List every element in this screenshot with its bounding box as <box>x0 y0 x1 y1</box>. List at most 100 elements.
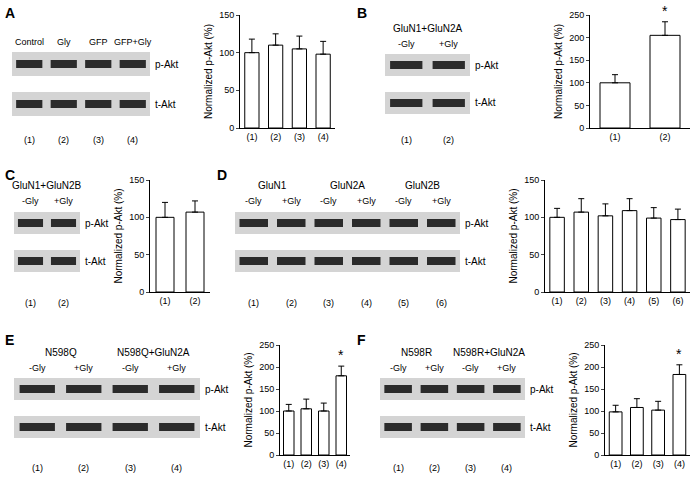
svg-text:B: B <box>357 5 367 21</box>
svg-text:Gly: Gly <box>57 37 71 47</box>
svg-text:100: 100 <box>129 212 144 222</box>
svg-text:150: 150 <box>259 384 274 394</box>
svg-text:(1): (1) <box>610 459 621 469</box>
svg-text:+Gly: +Gly <box>357 196 376 206</box>
svg-text:(3): (3) <box>93 135 104 145</box>
svg-text:(4): (4) <box>501 463 512 473</box>
svg-text:E: E <box>5 332 14 348</box>
svg-text:(2): (2) <box>576 296 587 306</box>
svg-text:(2): (2) <box>631 459 642 469</box>
svg-text:(4): (4) <box>674 459 685 469</box>
svg-text:+Gly: +Gly <box>54 196 73 206</box>
svg-text:(3): (3) <box>125 463 136 473</box>
svg-text:0: 0 <box>229 123 234 133</box>
svg-text:(1): (1) <box>246 132 257 142</box>
svg-text:(1): (1) <box>283 459 294 469</box>
svg-text:(3): (3) <box>294 132 305 142</box>
svg-text:-Gly: -Gly <box>29 363 46 373</box>
svg-text:-Gly: -Gly <box>320 196 337 206</box>
svg-text:(6): (6) <box>672 296 683 306</box>
svg-text:(4): (4) <box>171 463 182 473</box>
svg-text:150: 150 <box>129 175 144 185</box>
svg-text:+Gly: +Gly <box>425 363 444 373</box>
svg-text:(3): (3) <box>323 298 334 308</box>
svg-text:-Gly: -Gly <box>398 39 415 49</box>
svg-text:(4): (4) <box>318 132 329 142</box>
svg-text:(1): (1) <box>552 296 563 306</box>
svg-text:p-Akt: p-Akt <box>465 218 489 229</box>
svg-text:150: 150 <box>584 384 599 394</box>
svg-text:+Gly: +Gly <box>432 196 451 206</box>
svg-text:-Gly: -Gly <box>122 363 139 373</box>
svg-text:(3): (3) <box>465 463 476 473</box>
svg-text:(2): (2) <box>301 459 312 469</box>
svg-text:Normalized p-Akt (%): Normalized p-Akt (%) <box>243 352 254 447</box>
svg-text:250: 250 <box>259 340 274 350</box>
svg-text:100: 100 <box>524 212 539 222</box>
svg-text:N598R+GluN2A: N598R+GluN2A <box>453 347 525 358</box>
svg-text:p-Akt: p-Akt <box>205 384 229 395</box>
svg-text:*: * <box>338 347 344 363</box>
svg-text:(2): (2) <box>443 135 454 145</box>
svg-text:-Gly: -Gly <box>395 196 412 206</box>
svg-text:150: 150 <box>524 175 539 185</box>
svg-text:(3): (3) <box>318 459 329 469</box>
svg-text:(4): (4) <box>336 459 347 469</box>
svg-text:t-Akt: t-Akt <box>85 256 106 267</box>
svg-text:0: 0 <box>579 123 584 133</box>
svg-text:*: * <box>676 346 682 362</box>
svg-text:(1): (1) <box>393 463 404 473</box>
svg-text:250: 250 <box>584 340 599 350</box>
svg-text:-Gly: -Gly <box>22 196 39 206</box>
svg-text:(6): (6) <box>436 298 447 308</box>
svg-text:+Gly: +Gly <box>439 39 458 49</box>
svg-text:50: 50 <box>574 101 584 111</box>
svg-text:100: 100 <box>569 78 584 88</box>
svg-text:N598Q: N598Q <box>45 347 77 358</box>
svg-text:150: 150 <box>219 10 234 20</box>
svg-text:+Gly: +Gly <box>282 196 301 206</box>
svg-text:(2): (2) <box>78 463 89 473</box>
svg-text:Normalized p-Akt (%): Normalized p-Akt (%) <box>508 188 519 283</box>
svg-text:GluN1+GluN2B: GluN1+GluN2B <box>12 180 82 191</box>
svg-text:(5): (5) <box>398 298 409 308</box>
svg-text:-Gly: -Gly <box>462 363 479 373</box>
svg-text:(1): (1) <box>32 463 43 473</box>
svg-text:(1): (1) <box>24 135 35 145</box>
svg-text:150: 150 <box>569 55 584 65</box>
svg-text:Normalized p-Akt (%): Normalized p-Akt (%) <box>113 188 124 283</box>
svg-text:A: A <box>5 5 15 21</box>
svg-text:-Gly: -Gly <box>245 196 262 206</box>
svg-text:t-Akt: t-Akt <box>475 97 496 108</box>
svg-text:200: 200 <box>569 33 584 43</box>
svg-text:200: 200 <box>259 362 274 372</box>
svg-text:(2): (2) <box>270 132 281 142</box>
svg-text:100: 100 <box>584 406 599 416</box>
svg-text:(1): (1) <box>248 298 259 308</box>
svg-text:(1): (1) <box>610 132 621 142</box>
svg-text:GFP: GFP <box>89 37 108 47</box>
svg-text:250: 250 <box>569 10 584 20</box>
svg-text:100: 100 <box>219 48 234 58</box>
svg-text:t-Akt: t-Akt <box>530 422 551 433</box>
svg-text:(2): (2) <box>660 132 671 142</box>
svg-text:(1): (1) <box>25 298 36 308</box>
svg-text:+Gly: +Gly <box>497 363 516 373</box>
svg-text:50: 50 <box>529 250 539 260</box>
svg-text:(2): (2) <box>58 135 69 145</box>
svg-text:D: D <box>217 167 227 183</box>
svg-text:(4): (4) <box>361 298 372 308</box>
svg-text:(2): (2) <box>286 298 297 308</box>
svg-text:t-Akt: t-Akt <box>205 422 226 433</box>
svg-text:(4): (4) <box>127 135 138 145</box>
svg-text:*: * <box>662 3 668 19</box>
svg-text:p-Akt: p-Akt <box>85 218 109 229</box>
svg-text:0: 0 <box>594 450 599 460</box>
svg-text:50: 50 <box>264 428 274 438</box>
svg-text:(1): (1) <box>160 296 171 306</box>
svg-text:100: 100 <box>259 406 274 416</box>
svg-text:0: 0 <box>534 287 539 297</box>
svg-text:+Gly: +Gly <box>167 363 186 373</box>
svg-text:N598Q+GluN2A: N598Q+GluN2A <box>117 347 190 358</box>
svg-text:(3): (3) <box>653 459 664 469</box>
